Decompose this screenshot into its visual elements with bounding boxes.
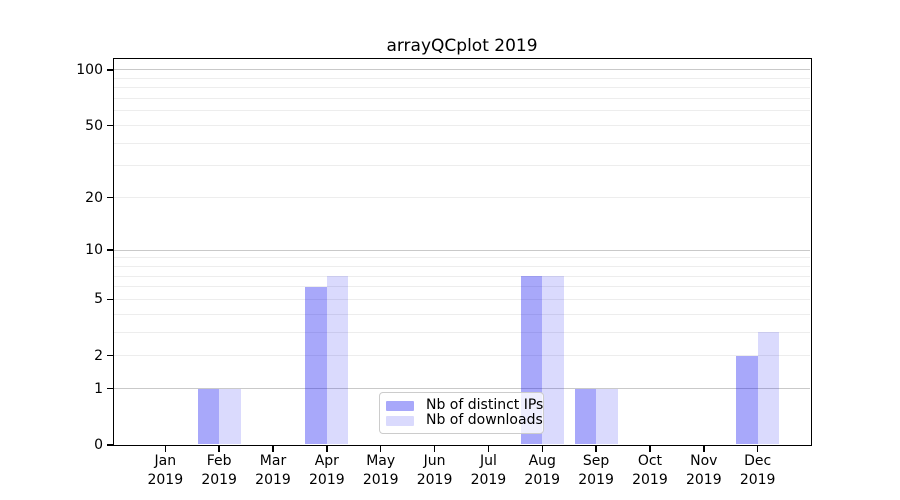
gridline-major — [114, 69, 810, 71]
bar-distinct-ips-sep — [574, 388, 597, 445]
gridline-minor — [114, 77, 810, 79]
y-tick-label: 1 — [94, 380, 103, 397]
x-tick-mark — [703, 445, 705, 452]
y-tick-mark — [107, 196, 114, 199]
bar-downloads-aug — [542, 276, 564, 445]
gridline-minor — [114, 355, 810, 357]
y-tick-label: 5 — [94, 291, 103, 308]
x-tick-label: Oct 2019 — [632, 453, 668, 488]
legend-swatch-downloads — [386, 415, 414, 426]
x-tick-mark — [541, 445, 543, 452]
gridline-minor — [114, 98, 810, 100]
x-tick-mark — [272, 445, 274, 452]
x-tick-mark — [649, 445, 651, 452]
x-tick-mark — [433, 445, 436, 452]
x-tick-label: Jul 2019 — [470, 453, 507, 488]
y-tick-mark — [107, 354, 114, 357]
x-tick-mark — [595, 445, 597, 452]
x-tick-label: Nov 2019 — [685, 453, 722, 488]
legend-swatch-distinct-ips — [386, 400, 414, 411]
gridline-major — [114, 388, 810, 390]
y-tick-mark — [107, 298, 114, 301]
x-tick-mark — [218, 445, 220, 452]
legend-item: Nb of downloads — [386, 413, 543, 428]
x-tick-label: May 2019 — [362, 453, 399, 488]
x-tick-mark — [379, 445, 382, 452]
gridline-minor — [114, 313, 810, 315]
gridline-major — [114, 249, 810, 251]
gridline-minor — [114, 165, 810, 167]
gridline-minor — [114, 275, 810, 277]
gridline-minor — [114, 110, 810, 112]
x-tick-label: Mar 2019 — [255, 453, 291, 488]
gridline-minor — [114, 257, 810, 259]
x-tick-label: Jan 2019 — [147, 453, 184, 488]
y-tick-label: 100 — [76, 61, 103, 78]
x-tick-label: Sep 2019 — [578, 453, 614, 488]
bar-downloads-sep — [596, 388, 618, 445]
bar-downloads-feb — [219, 388, 241, 445]
y-tick-label: 20 — [85, 189, 103, 206]
gridline-minor — [114, 87, 810, 89]
bar-distinct-ips-feb — [197, 388, 220, 445]
y-tick-label: 0 — [94, 437, 103, 453]
gridline-minor — [114, 298, 810, 300]
y-tick-label: 2 — [94, 347, 103, 364]
x-tick-mark — [326, 445, 328, 452]
gridline-minor — [114, 265, 810, 267]
x-tick-label: Apr 2019 — [309, 453, 345, 488]
x-tick-mark — [756, 445, 759, 452]
gridline-minor — [114, 142, 810, 144]
y-tick-label: 50 — [85, 117, 103, 134]
gridline-minor — [114, 331, 810, 333]
legend-label: Nb of downloads — [426, 412, 543, 428]
bar-distinct-ips-apr — [305, 286, 327, 445]
x-tick-mark — [487, 445, 490, 452]
legend-label: Nb of distinct IPs — [426, 397, 544, 413]
gridline-minor — [114, 125, 810, 126]
x-tick-label: Feb 2019 — [201, 453, 237, 488]
y-tick-mark — [107, 69, 114, 71]
x-tick-label: Aug 2019 — [524, 453, 561, 488]
x-tick-mark — [164, 445, 167, 452]
y-tick-mark — [107, 387, 114, 390]
bar-downloads-dec — [757, 332, 780, 445]
x-tick-label: Jun 2019 — [416, 453, 453, 488]
gridline-minor — [114, 286, 810, 288]
gridline-minor — [114, 197, 810, 199]
y-tick-mark — [107, 124, 114, 127]
chart-title: arrayQCplot 2019 — [386, 36, 538, 56]
y-tick-mark — [107, 249, 114, 251]
legend: Nb of distinct IPs Nb of downloads — [379, 392, 544, 434]
bar-downloads-apr — [326, 276, 349, 445]
x-tick-label: Dec 2019 — [739, 453, 776, 488]
y-tick-mark — [107, 444, 114, 446]
bar-distinct-ips-dec — [736, 355, 758, 445]
legend-item: Nb of distinct IPs — [386, 398, 543, 413]
y-tick-label: 10 — [85, 242, 103, 259]
